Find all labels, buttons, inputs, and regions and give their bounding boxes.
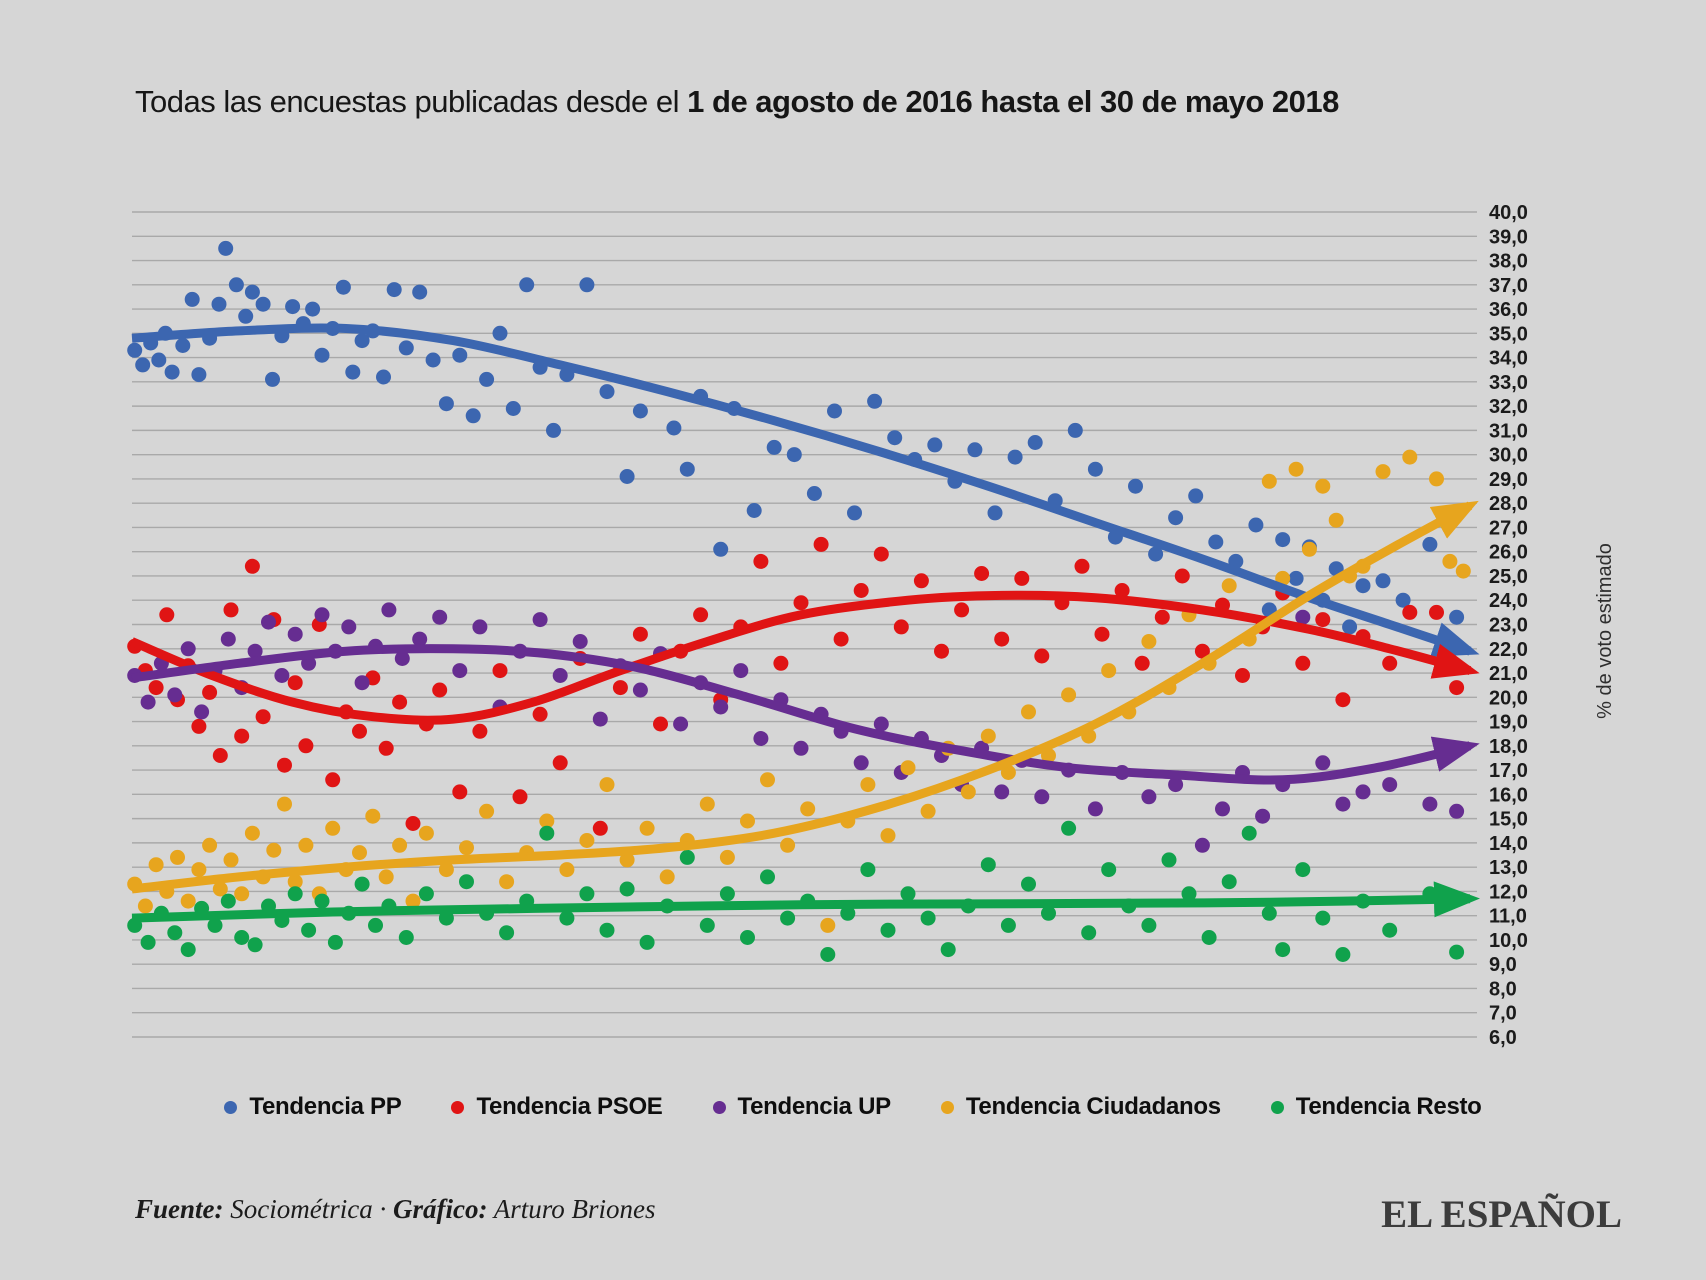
legend-label-psoe: Tendencia PSOE — [476, 1093, 663, 1120]
pp-dot-icon — [224, 1100, 238, 1114]
grafico-label: Gráfico: — [392, 1194, 488, 1224]
chart-legend: Tendencia PP Tendencia PSOE Tendencia UP… — [0, 1093, 1706, 1121]
y-tick-27,0: 27,0 — [1489, 517, 1528, 539]
y-tick-7,0: 7,0 — [1489, 1003, 1517, 1025]
y-tick-32,0: 32,0 — [1489, 396, 1528, 418]
fuente-label: Fuente: — [135, 1194, 224, 1224]
y-tick-9,0: 9,0 — [1489, 954, 1517, 976]
y-tick-26,0: 26,0 — [1489, 542, 1528, 564]
trend-line-resto — [131, 881, 1480, 923]
grafico-value: Arturo Briones — [487, 1194, 656, 1224]
resto-dot-icon — [1270, 1100, 1284, 1114]
y-tick-10,0: 10,0 — [1489, 930, 1528, 952]
legend-item-ciudadanos: Tendencia Ciudadanos — [940, 1093, 1221, 1121]
chart-title-dates: 1 de agosto de 2016 hasta el 30 de mayo … — [687, 84, 1339, 119]
fuente-value: Sociométrica · — [223, 1194, 393, 1224]
y-tick-18,0: 18,0 — [1489, 736, 1528, 758]
y-tick-15,0: 15,0 — [1489, 809, 1528, 831]
y-axis-tick-labels: 40,039,0 38,037,036,035,0 34,033,032,031,0… — [1489, 202, 1528, 1049]
y-tick-38,0: 38,0 — [1489, 251, 1528, 273]
trend-line-ciudadanos — [131, 500, 1479, 894]
legend-item-up: Tendencia UP — [712, 1093, 892, 1121]
psoe-dot-icon — [451, 1100, 465, 1114]
y-tick-40,0: 40,0 — [1489, 202, 1528, 224]
y-tick-13,0: 13,0 — [1489, 857, 1528, 879]
chart-title-prefix: Todas las encuestas publicadas desde el — [135, 84, 688, 119]
trend-line-psoe — [130, 590, 1480, 725]
y-tick-11,0: 11,0 — [1489, 906, 1527, 928]
y-tick-8,0: 8,0 — [1489, 978, 1517, 1000]
scatter-points-ciudadanos — [127, 449, 1471, 933]
legend-item-resto: Tendencia Resto — [1270, 1093, 1482, 1121]
y-tick-37,0: 37,0 — [1489, 275, 1528, 297]
chart-title: Todas las encuestas publicadas desde el … — [135, 84, 1575, 120]
y-tick-17,0: 17,0 — [1489, 760, 1528, 782]
y-tick-12,0: 12,0 — [1489, 881, 1528, 903]
el-espanol-logo: EL ESPAÑOL — [1381, 1193, 1622, 1236]
y-tick-14,0: 14,0 — [1489, 833, 1528, 855]
trend-line-pp — [131, 323, 1480, 657]
y-tick-6,0: 6,0 — [1489, 1027, 1517, 1049]
y-tick-30,0: 30,0 — [1489, 445, 1528, 467]
y-tick-35,0: 35,0 — [1489, 323, 1528, 345]
y-axis-title: % de voto estimado — [1594, 543, 1616, 719]
ciudadanos-dot-icon — [940, 1100, 954, 1114]
trend-line-up — [131, 644, 1480, 785]
y-tick-28,0: 28,0 — [1489, 493, 1528, 515]
scatter-points-up — [127, 602, 1465, 853]
legend-label-ciudadanos: Tendencia Ciudadanos — [965, 1093, 1221, 1120]
y-tick-36,0: 36,0 — [1489, 299, 1528, 321]
y-tick-21,0: 21,0 — [1489, 663, 1528, 685]
y-tick-20,0: 20,0 — [1489, 687, 1528, 709]
legend-label-resto: Tendencia Resto — [1295, 1093, 1482, 1120]
legend-item-psoe: Tendencia PSOE — [451, 1093, 663, 1121]
y-tick-24,0: 24,0 — [1489, 590, 1528, 612]
y-tick-29,0: 29,0 — [1489, 469, 1528, 491]
y-tick-25,0: 25,0 — [1489, 566, 1528, 588]
legend-label-pp: Tendencia PP — [249, 1093, 402, 1120]
legend-item-pp: Tendencia PP — [224, 1093, 402, 1121]
y-tick-16,0: 16,0 — [1489, 784, 1528, 806]
y-tick-23,0: 23,0 — [1489, 615, 1528, 637]
y-tick-39,0: 39,0 — [1489, 226, 1528, 248]
y-tick-34,0: 34,0 — [1489, 348, 1528, 370]
legend-label-up: Tendencia UP — [737, 1093, 892, 1120]
y-tick-22,0: 22,0 — [1489, 639, 1528, 661]
up-dot-icon — [712, 1100, 726, 1114]
poll-scatter-chart: 40,039,0 38,037,036,035,0 34,033,032,031,0… — [127, 202, 1528, 1049]
y-tick-19,0: 19,0 — [1489, 712, 1528, 734]
y-tick-33,0: 33,0 — [1489, 372, 1528, 394]
source-credit: Fuente: Sociométrica · Gráfico: Arturo B… — [135, 1194, 655, 1225]
y-tick-31,0: 31,0 — [1489, 420, 1528, 442]
